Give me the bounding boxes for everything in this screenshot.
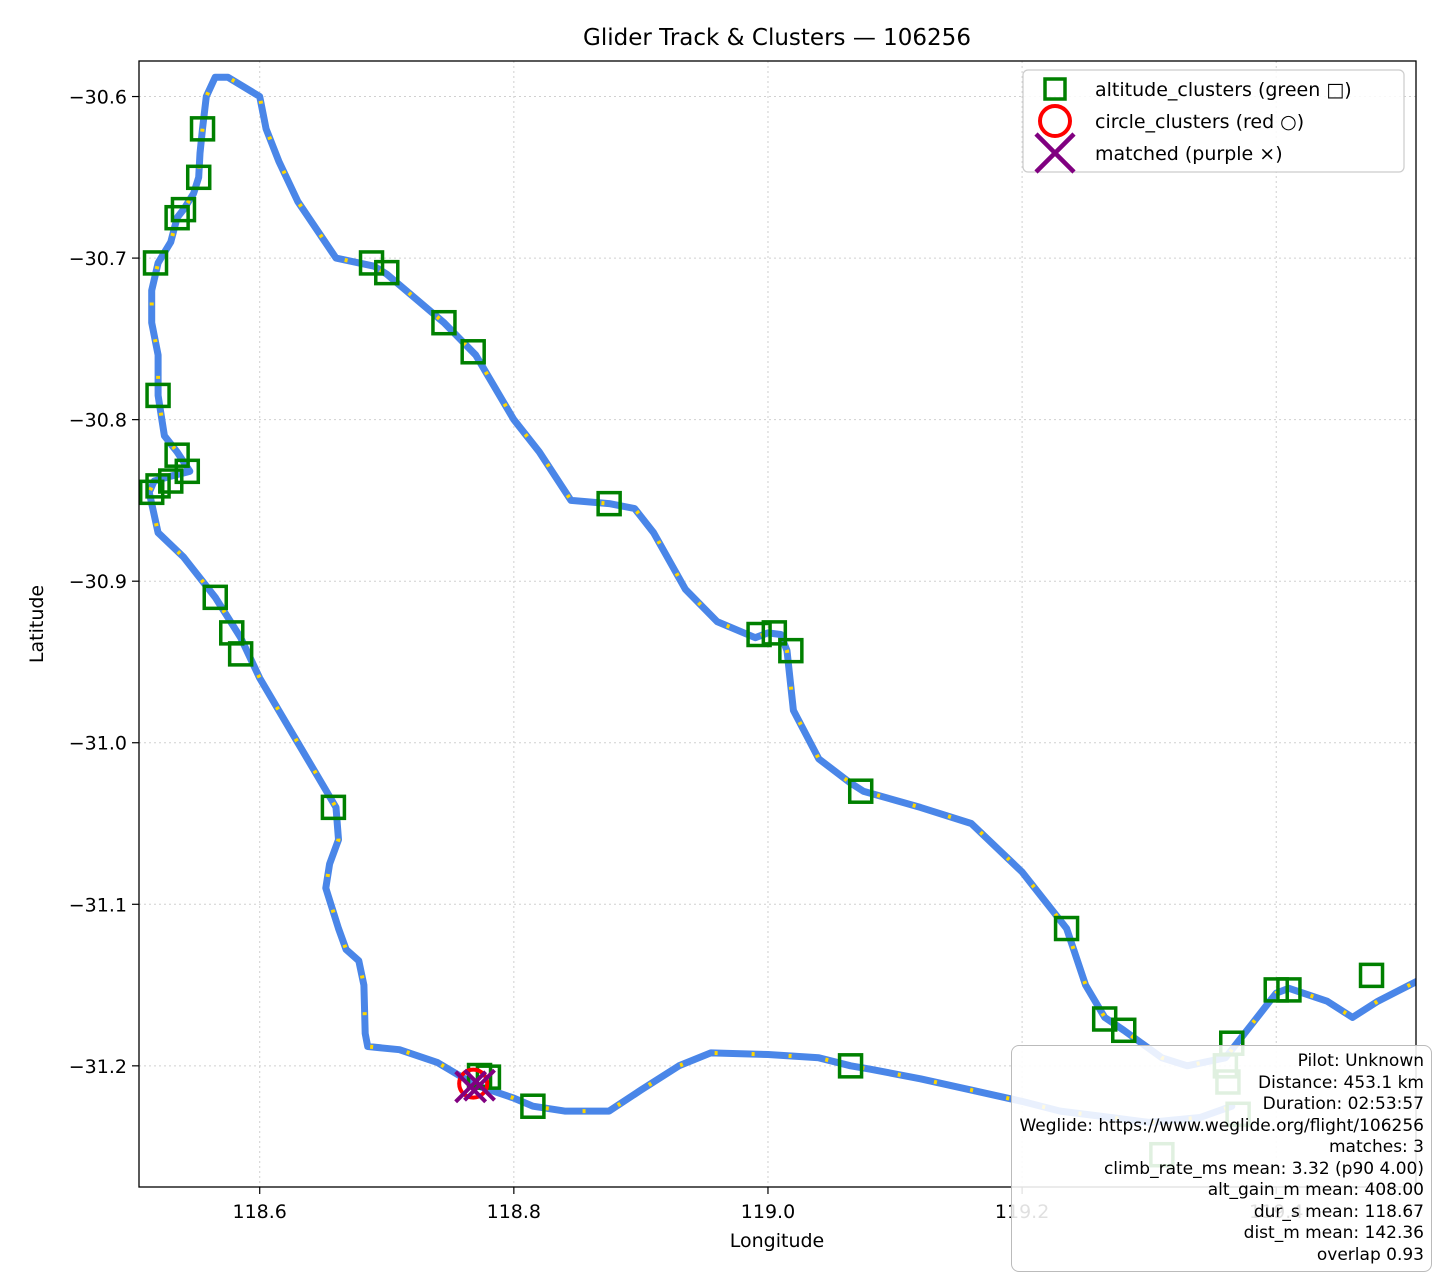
altitude-cluster-marker bbox=[1276, 977, 1302, 1003]
x-tick-label: 118.6 bbox=[233, 1201, 287, 1223]
x-tick-label: 119.0 bbox=[741, 1201, 795, 1223]
y-tick-label: −31.2 bbox=[69, 1056, 127, 1078]
legend-label-altitude: altitude_clusters (green □) bbox=[1095, 79, 1352, 101]
track-outbound bbox=[145, 73, 1416, 1089]
matched-marker-stroke bbox=[454, 1070, 488, 1104]
altitude-cluster-marker bbox=[189, 116, 216, 142]
altitude-cluster-marker bbox=[142, 250, 169, 276]
altitude-cluster-marker bbox=[778, 637, 804, 664]
y-tick-label: −31.0 bbox=[69, 733, 127, 755]
altitude-cluster-marker bbox=[374, 259, 400, 286]
altitude-cluster-marker bbox=[761, 620, 788, 646]
y-tick-label: −30.6 bbox=[69, 87, 127, 109]
y-axis-ticks: −30.6 −30.7 −30.8 −30.9 −31.0 −31.1 −31.2 bbox=[69, 87, 139, 1078]
chart-title: Glider Track & Clusters — 106256 bbox=[583, 25, 971, 51]
altitude-cluster-marker bbox=[202, 584, 228, 611]
legend-circle-marker bbox=[1038, 104, 1072, 138]
legend-label-circle: circle_clusters (red ○) bbox=[1095, 111, 1304, 133]
info-weglide-link[interactable]: Weglide: https://www.weglide.org/flight/… bbox=[1019, 1115, 1424, 1136]
altitude-cluster-marker bbox=[227, 641, 254, 667]
info-duration: Duration: 02:53:57 bbox=[1262, 1094, 1424, 1114]
altitude-cluster-marker bbox=[145, 473, 171, 499]
altitude-cluster-marker bbox=[1358, 962, 1385, 989]
y-tick-label: −30.9 bbox=[69, 571, 127, 593]
altitude-cluster-marker bbox=[139, 479, 165, 506]
altitude-cluster-marker bbox=[431, 309, 457, 336]
altitude-cluster-marker bbox=[847, 778, 874, 804]
legend: altitude_clusters (green □) circle_clust… bbox=[1022, 69, 1405, 174]
altitude-cluster-marker bbox=[520, 1093, 546, 1119]
info-pilot: Pilot: Unknown bbox=[1297, 1051, 1424, 1071]
matched-marker bbox=[454, 1070, 488, 1104]
plot-frame bbox=[138, 60, 1417, 1188]
legend-x-marker bbox=[1034, 132, 1076, 174]
altitude-cluster-marker bbox=[164, 204, 190, 231]
altitude-cluster-marker bbox=[145, 382, 171, 409]
info-duration-mean: dur_s mean: 118.67 bbox=[1253, 1201, 1424, 1222]
altitude-cluster-marker bbox=[460, 339, 486, 365]
info-distance-mean: dist_m mean: 142.36 bbox=[1243, 1223, 1424, 1243]
y-tick-label: −30.8 bbox=[69, 410, 127, 432]
altitude-cluster-marker bbox=[837, 1053, 864, 1079]
matched-marker-stroke bbox=[463, 1068, 496, 1102]
altitude-cluster-marker bbox=[596, 490, 622, 517]
altitude-cluster-marker bbox=[1111, 1017, 1137, 1044]
x-tick-label: 118.8 bbox=[487, 1201, 541, 1223]
altitude-cluster-marker bbox=[746, 621, 772, 648]
circle-cluster-marker bbox=[457, 1067, 490, 1100]
altitude-cluster-marker bbox=[1053, 915, 1080, 942]
info-climb-rate: climb_rate_ms mean: 3.32 (p90 4.00) bbox=[1103, 1158, 1424, 1179]
y-axis-label: Latitude bbox=[26, 585, 48, 663]
matched-points bbox=[454, 1068, 496, 1104]
info-matches: matches: 3 bbox=[1328, 1137, 1424, 1157]
legend-label-matched: matched (purple ×) bbox=[1095, 143, 1283, 165]
altitude-cluster-marker bbox=[185, 164, 212, 191]
altitude-cluster-marker bbox=[320, 794, 347, 821]
plot-area bbox=[139, 61, 1416, 1187]
y-tick-label: −30.7 bbox=[69, 248, 127, 270]
altitude-cluster-marker bbox=[170, 196, 197, 223]
y-tick-label: −31.1 bbox=[69, 894, 127, 916]
info-overlap: overlap 0.93 bbox=[1316, 1244, 1424, 1265]
flight-info-box: Pilot: Unknown Distance: 453.1 km Durati… bbox=[1011, 1045, 1432, 1272]
x-axis-label: Longitude bbox=[730, 1230, 825, 1252]
matched-marker bbox=[463, 1068, 496, 1102]
info-alt-gain: alt_gain_m mean: 408.00 bbox=[1207, 1180, 1424, 1200]
legend-frame bbox=[1022, 69, 1405, 173]
circle-clusters bbox=[457, 1067, 490, 1100]
legend-square-marker bbox=[1043, 77, 1067, 101]
info-distance: Distance: 453.1 km bbox=[1258, 1072, 1424, 1093]
